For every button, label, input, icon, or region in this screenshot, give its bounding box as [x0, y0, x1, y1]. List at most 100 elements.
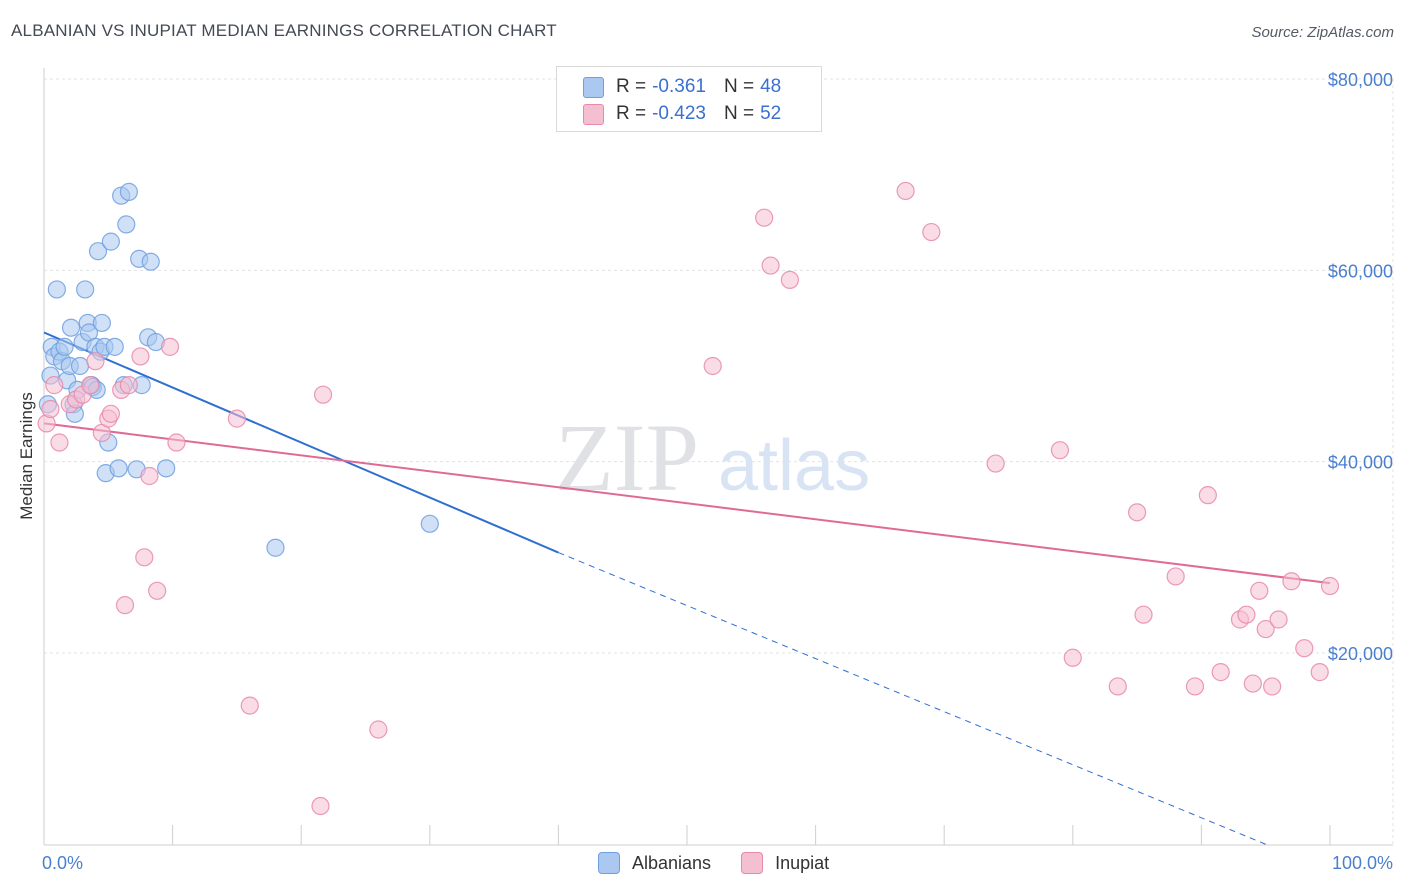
inupiat-point: [131, 347, 150, 366]
albanians-point: [119, 182, 138, 201]
albanians-point: [88, 242, 108, 261]
albanians-point: [101, 232, 120, 251]
inupiat-point: [140, 466, 159, 486]
r-value: -0.361: [652, 76, 706, 97]
inupiat-point: [1063, 648, 1082, 667]
watermark-zip: ZIP: [555, 404, 699, 511]
inupiat-point: [115, 596, 135, 615]
inupiat-point: [1198, 486, 1217, 505]
legend-item-albanians[interactable]: Albanians: [598, 852, 711, 874]
albanians-swatch: [583, 76, 604, 98]
series-legend: Albanians Inupiat: [598, 852, 859, 874]
albanians-point: [105, 337, 124, 356]
inupiat-point: [86, 352, 105, 371]
inupiat-point: [135, 548, 154, 567]
data-points: [37, 181, 1340, 816]
y-tick-label: $20,000: [1328, 644, 1393, 664]
legend-row-inupiat: R = -0.423 N = 52: [583, 102, 781, 126]
inupiat-point: [1269, 610, 1288, 629]
inupiat-point: [1282, 572, 1301, 591]
inupiat-point: [167, 433, 186, 452]
trend-lines: [43, 331, 1331, 845]
albanians-point: [76, 280, 95, 299]
n-label: N =: [723, 76, 755, 97]
watermark-atlas: atlas: [718, 426, 870, 506]
inupiat-point: [148, 581, 167, 600]
y-tick-label: $60,000: [1328, 261, 1393, 281]
inupiat-point: [1320, 576, 1340, 596]
inupiat-point: [41, 399, 60, 419]
inupiat-point: [1050, 441, 1070, 460]
albanians-point: [266, 538, 285, 557]
inupiat-point: [369, 720, 388, 739]
inupiat-point: [119, 376, 138, 395]
albanians-point: [420, 514, 439, 533]
inupiat-point: [311, 796, 330, 816]
albanians-trend-extension: [558, 552, 1266, 845]
albanians-point: [157, 459, 176, 478]
inupiat-point: [755, 208, 774, 227]
y-tick-label: $80,000: [1328, 70, 1393, 90]
watermark: ZIP atlas: [555, 404, 870, 511]
r-label: R =: [616, 76, 647, 97]
inupiat-point: [1243, 674, 1262, 693]
albanians-point: [117, 215, 136, 234]
gridlines: [44, 78, 1394, 845]
legend-row-albanians: R = -0.361 N = 48: [583, 75, 781, 99]
legend-label-albanians: Albanians: [632, 852, 712, 873]
inupiat-point: [761, 256, 780, 275]
inupiat-point: [703, 356, 722, 376]
inupiat-point: [50, 433, 69, 452]
albanians-point: [92, 313, 111, 333]
legend-item-inupiat[interactable]: Inupiat: [741, 852, 829, 874]
x-tick-label-max: 100.0%: [1332, 853, 1393, 873]
n-label: N =: [723, 103, 755, 124]
inupiat-trend-line: [43, 422, 1331, 585]
tick-labels: $20,000 $40,000 $60,000 $80,000 0.0% 100.0%: [42, 70, 1393, 873]
inupiat-point: [240, 696, 259, 715]
inupiat-point: [45, 376, 64, 395]
y-tick-label: $40,000: [1328, 453, 1393, 473]
albanians-point: [61, 318, 81, 337]
inupiat-point: [896, 181, 915, 201]
n-value: 48: [760, 76, 782, 97]
inupiat-point: [780, 270, 799, 289]
inupiat-point: [1108, 677, 1127, 696]
albanians-legend-swatch: [598, 852, 620, 874]
albanians-point: [109, 459, 128, 478]
albanians-point: [141, 252, 160, 271]
inupiat-point: [986, 454, 1005, 473]
inupiat-point: [101, 404, 120, 423]
inupiat-point: [1263, 677, 1282, 696]
inupiat-point: [1237, 605, 1256, 624]
x-tick-label-min: 0.0%: [42, 853, 83, 873]
y-axis-title: Median Earnings: [17, 392, 36, 520]
chart-title: ALBANIAN VS INUPIAT MEDIAN EARNINGS CORR…: [11, 21, 557, 40]
r-label: R =: [616, 103, 647, 124]
inupiat-point: [160, 337, 180, 356]
inupiat-legend-swatch: [741, 852, 764, 874]
inupiat-point: [1166, 567, 1185, 586]
albanians-point: [70, 356, 90, 376]
inupiat-point: [922, 222, 941, 242]
axes: [43, 68, 1393, 846]
inupiat-point: [1310, 663, 1329, 682]
legend-label-inupiat: Inupiat: [775, 852, 830, 873]
inupiat-point: [1185, 677, 1205, 696]
inupiat-point: [1127, 503, 1147, 522]
n-value: 52: [760, 103, 782, 124]
albanians-trend-line: [43, 331, 559, 554]
inupiat-point: [227, 409, 246, 428]
stats-legend: R = -0.361 N = 48 R = -0.423 N = 52: [556, 66, 822, 132]
inupiat-swatch: [583, 103, 604, 125]
inupiat-point: [1295, 639, 1314, 658]
inupiat-point: [313, 385, 333, 404]
inupiat-point: [1250, 581, 1269, 600]
albanians-point: [47, 280, 66, 299]
inupiat-point: [1256, 619, 1275, 639]
inupiat-point: [1211, 663, 1230, 682]
r-value: -0.423: [652, 103, 706, 124]
inupiat-point: [81, 376, 100, 395]
inupiat-point: [1134, 605, 1153, 624]
